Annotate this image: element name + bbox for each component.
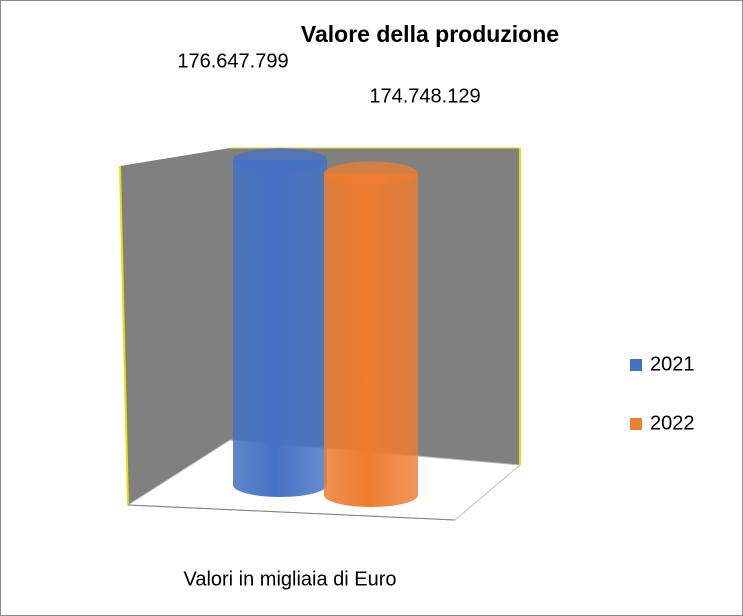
legend-label: 2021 [650,353,695,375]
category-label: Valori in migliaia di Euro [183,568,396,590]
legend-swatch [630,418,642,430]
legend-swatch [630,359,642,371]
bar-top [233,148,327,172]
data-label: 176.647.799 [177,50,288,72]
bar-top [324,161,418,186]
bar [324,173,418,507]
bar [233,160,327,497]
legend-label: 2022 [650,412,695,434]
data-label: 174.748.129 [369,85,480,107]
chart-title: Valore della produzione [301,21,559,47]
floor-edge [127,504,456,521]
wall-edge [119,165,129,506]
side-wall [120,148,230,505]
